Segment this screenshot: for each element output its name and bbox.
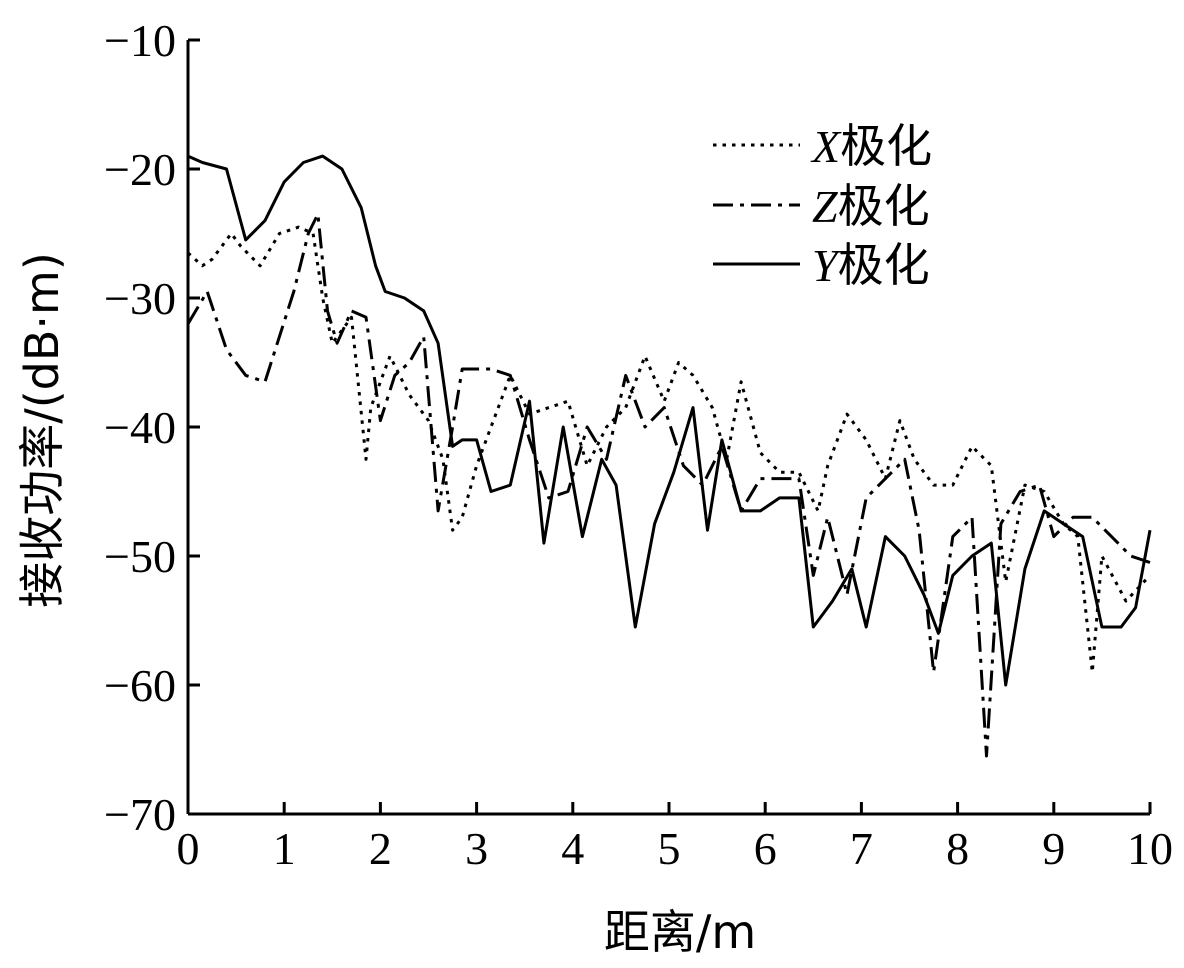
x-tick-label-9: 9	[1042, 823, 1065, 874]
x-tick-label-10: 10	[1127, 823, 1173, 874]
series-x	[186, 225, 1152, 674]
legend-item-z: Z极化	[713, 179, 930, 233]
legend-item-y: Y极化	[713, 238, 930, 292]
legend-label-z: Z极化	[812, 179, 930, 233]
legend-label-y: Y极化	[812, 238, 930, 292]
x-axis-title: 距离/m	[604, 905, 756, 959]
legend-label-x: X极化	[810, 119, 932, 173]
series-line-y	[187, 154, 1152, 687]
legend-item-x: X极化	[713, 119, 932, 173]
legend-label-y-letter: Y	[812, 240, 842, 291]
legend-label-z-suffix: 极化	[838, 179, 930, 233]
y-tick-label-70: −70	[104, 789, 176, 840]
y-axis-title: 接收功率/(dB·m)	[15, 252, 69, 608]
chart-legend: X极化 Z极化 Y极化	[713, 119, 932, 292]
y-tick-label-60: −60	[104, 660, 176, 711]
x-tick-label-7: 7	[850, 823, 873, 874]
x-tick-label-1: 1	[273, 823, 296, 874]
y-axis-ticks: −70 −60 −50 −40 −30 −20 −10	[104, 15, 200, 840]
x-tick-label-5: 5	[658, 823, 681, 874]
chart-series	[186, 154, 1152, 758]
legend-label-x-letter: X	[810, 121, 842, 172]
x-tick-label-6: 6	[754, 823, 777, 874]
y-tick-label-30: −30	[104, 273, 176, 324]
x-axis-ticks: 0 1 2 3 4 5 6 7 8 9 10	[177, 802, 1173, 874]
y-tick-label-50: −50	[104, 531, 176, 582]
x-tick-label-8: 8	[946, 823, 969, 874]
x-tick-label-0: 0	[177, 823, 200, 874]
x-tick-label-3: 3	[465, 823, 488, 874]
series-line-x	[186, 225, 1152, 674]
series-y	[187, 154, 1152, 687]
x-tick-label-4: 4	[561, 823, 584, 874]
series-z	[186, 212, 1151, 758]
series-line-z	[186, 212, 1151, 758]
y-tick-label-20: −20	[104, 144, 176, 195]
x-tick-label-2: 2	[369, 823, 392, 874]
legend-label-y-suffix: 极化	[838, 238, 930, 292]
y-tick-label-40: −40	[104, 402, 176, 453]
y-tick-label-10: −10	[104, 15, 176, 66]
legend-label-z-letter: Z	[812, 181, 838, 232]
chart-axes	[186, 40, 1150, 816]
legend-label-x-suffix: 极化	[840, 119, 932, 173]
